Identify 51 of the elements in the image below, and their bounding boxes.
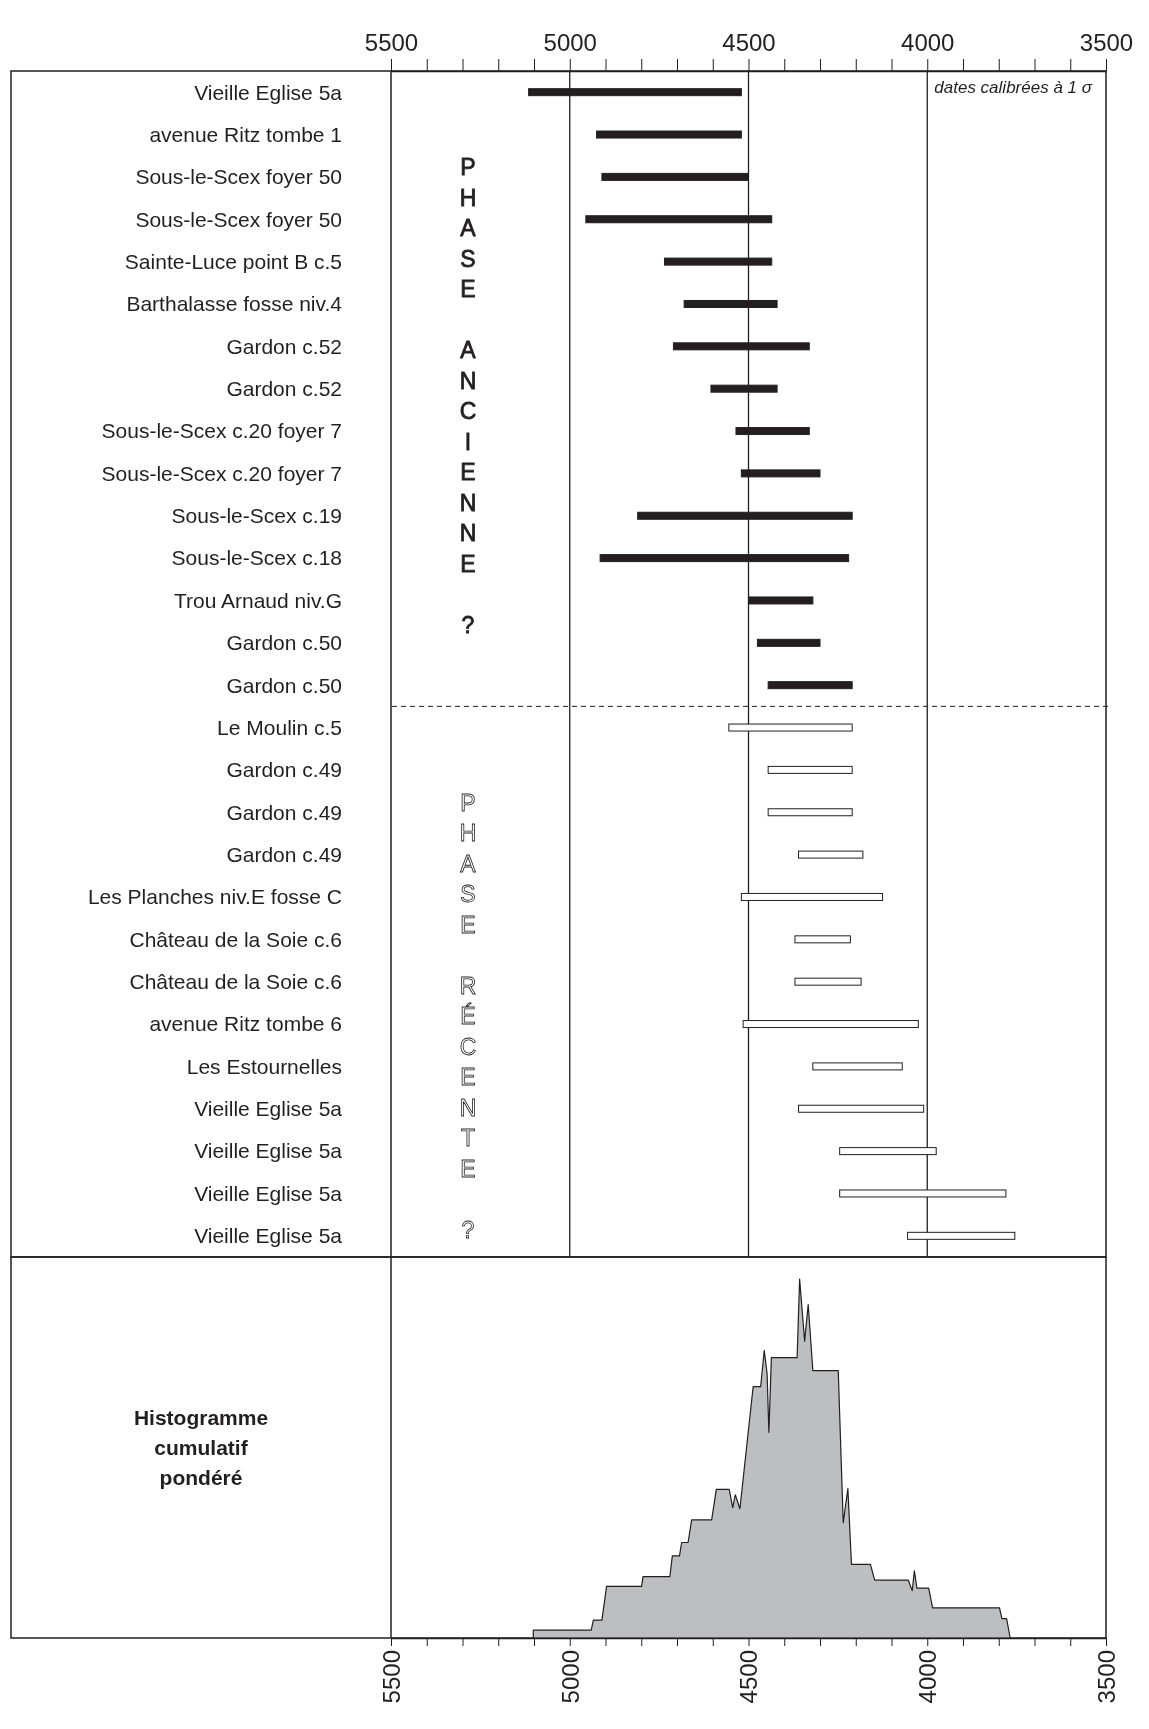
x-tick-label: 3500 [1092,1650,1120,1704]
bar [596,130,742,139]
bar [798,1104,925,1113]
y-tick-label: Vieille Eglise 5a [194,80,343,104]
bar [767,808,853,817]
x-tick-label: 4000 [901,29,955,56]
y-tick-label: Barthalasse fosse niv.4 [126,292,343,316]
y-tick-label: Les Estournelles [186,1054,342,1078]
y-tick-label: Château de la Soie c.6 [129,970,342,994]
bar [794,935,851,944]
y-tick-label: Le Moulin c.5 [217,715,342,739]
bar [767,765,853,774]
y-tick-label: Sous-le-Scex foyer 50 [135,207,342,231]
y-tick-label: Trou Arnaud niv.G [173,588,342,612]
y-tick-label: Vieille Eglise 5a [194,1139,343,1163]
x-tick-label: 4500 [722,29,776,56]
annotation: dates calibrées à 1 σ [934,78,1093,97]
y-tick-label: Sous-le-Scex c.20 foyer 7 [101,419,342,443]
y-tick-label: Sous-le-Scex c.19 [171,504,342,528]
y-tick-label: Vieille Eglise 5a [194,1181,343,1205]
x-tick-label: 4000 [914,1650,942,1704]
y-tick-label: Sous-le-Scex c.20 foyer 7 [101,461,342,485]
x-tick-label: 5000 [556,1650,584,1704]
y-tick-label: Gardon c.52 [226,334,342,358]
y-tick-label: Gardon c.49 [226,758,342,782]
bar [812,1062,903,1071]
y-tick-label: Gardon c.50 [226,673,342,697]
x-tick-label: 5500 [377,1650,405,1704]
y-tick-label: Gardon c.49 [226,842,342,866]
y-tick-label: Château de la Soie c.6 [129,927,342,951]
y-tick-label: avenue Ritz tombe 6 [149,1012,342,1036]
bar [767,681,853,690]
y-tick-label: Gardon c.49 [226,800,342,824]
y-tick-label: Sainte-Luce point B c.5 [124,249,342,273]
bar [794,977,862,986]
y-tick-label: Sous-le-Scex c.18 [171,546,342,570]
x-tick-label: 5500 [364,29,419,56]
y-tick-label: Vieille Eglise 5a [194,1224,343,1248]
y-tick-label: Vieille Eglise 5a [194,1097,343,1121]
text: Histogramme cumulatif pondéré [133,1405,269,1489]
x-tick-label: 3500 [1079,29,1134,56]
bar [798,850,864,859]
y-tick-label: Gardon c.50 [226,631,342,655]
y-tick-label: Gardon c.52 [226,377,342,401]
x-tick-label: 4500 [735,1650,763,1704]
y-tick-label: Les Planches niv.E fosse C [87,885,342,909]
y-tick-label: Sous-le-Scex foyer 50 [135,165,342,189]
y-tick-label: avenue Ritz tombe 1 [149,122,342,146]
bar [756,638,821,647]
text: PHASE ANCIENNE ? [459,154,477,638]
x-tick-label: 5000 [543,29,597,56]
